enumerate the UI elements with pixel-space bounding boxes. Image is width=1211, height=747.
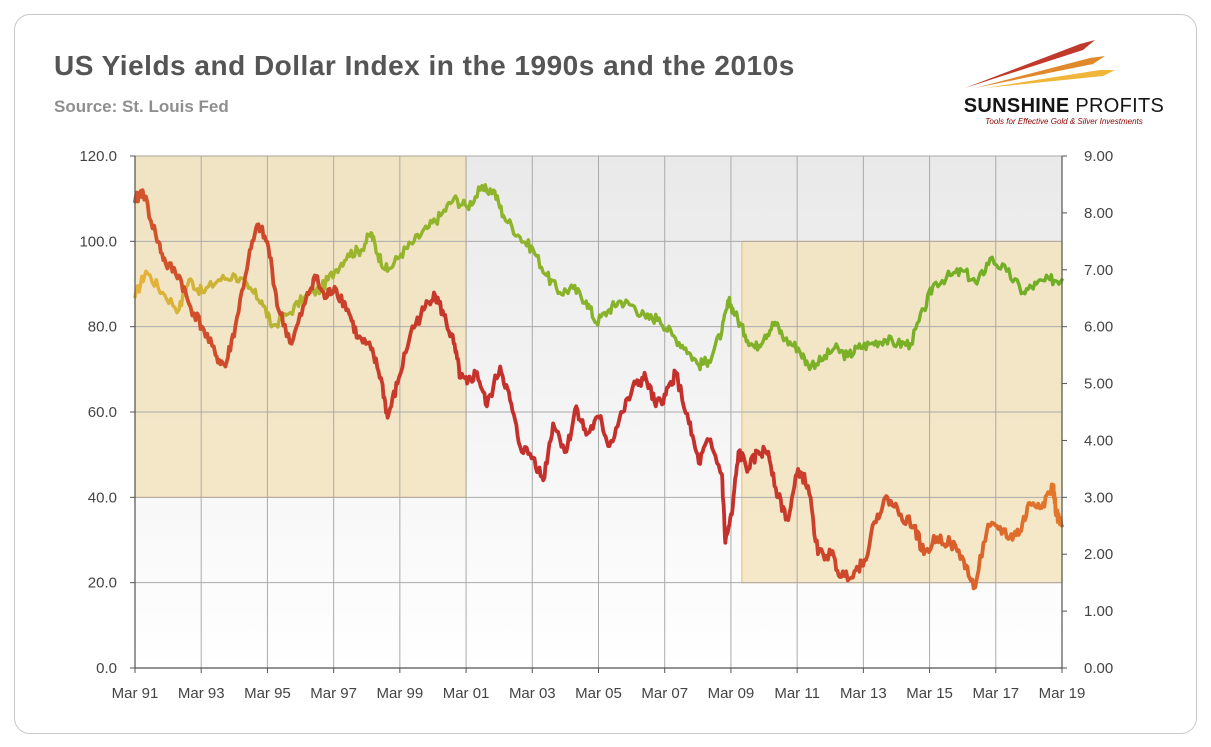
us-yields-line — [133, 188, 1064, 591]
left-axis-tick-label: 60.0 — [88, 404, 117, 421]
right-axis-tick-label: 0.00 — [1084, 660, 1113, 677]
right-axis-tick-label: 2.00 — [1084, 546, 1113, 563]
x-axis-tick-label: Mar 11 — [774, 685, 820, 702]
right-axis-tick-label: 1.00 — [1084, 603, 1113, 620]
x-axis-tick-label: Mar 95 — [244, 685, 291, 702]
left-axis-tick-label: 80.0 — [88, 319, 117, 336]
chart-subtitle: Source: St. Louis Fed — [54, 97, 229, 116]
right-axis-tick-label: 4.00 — [1084, 432, 1113, 449]
left-axis-tick-label: 0.0 — [96, 660, 117, 677]
x-axis-tick-label: Mar 15 — [906, 685, 953, 702]
left-axis-tick-label: 120.0 — [79, 148, 117, 165]
logo-name-regular: PROFITS — [1069, 95, 1165, 117]
x-axis-tick-label: Mar 99 — [377, 685, 424, 702]
x-axis-tick-label: Mar 07 — [641, 685, 688, 702]
right-axis-tick-label: 7.00 — [1084, 262, 1113, 279]
logo-name-bold: SUNSHINE — [963, 95, 1070, 117]
x-axis-tick-label: Mar 97 — [310, 685, 357, 702]
x-axis-tick-label: Mar 01 — [443, 685, 490, 702]
x-axis-tick-label: Mar 13 — [840, 685, 887, 702]
logo-orange-ray — [975, 56, 1105, 88]
x-axis-tick-label: Mar 19 — [1039, 685, 1086, 702]
x-axis-tick-label: Mar 93 — [178, 685, 225, 702]
x-axis-tick-label: Mar 17 — [972, 685, 1019, 702]
logo-tagline: Tools for Effective Gold & Silver Invest… — [985, 117, 1143, 126]
right-axis-tick-label: 9.00 — [1084, 148, 1113, 165]
left-axis-tick-label: 40.0 — [88, 489, 117, 506]
x-axis-tick-label: Mar 91 — [112, 685, 159, 702]
right-axis-tick-label: 8.00 — [1084, 205, 1113, 222]
x-axis-tick-label: Mar 05 — [575, 685, 622, 702]
x-axis-tick-label: Mar 03 — [509, 685, 556, 702]
logo-red-ray — [965, 40, 1095, 88]
chart-title: US Yields and Dollar Index in the 1990s … — [54, 50, 795, 81]
right-axis-tick-label: 3.00 — [1084, 489, 1113, 506]
logo-name: SUNSHINE PROFITS — [948, 95, 1180, 118]
logo-gold-ray — [985, 70, 1115, 88]
sunshine-profits-logo-icon — [965, 40, 1115, 88]
left-axis-tick-label: 100.0 — [79, 233, 117, 250]
right-axis-tick-label: 6.00 — [1084, 319, 1113, 336]
x-axis-tick-label: Mar 09 — [708, 685, 755, 702]
left-axis-tick-label: 20.0 — [88, 575, 117, 592]
right-axis-tick-label: 5.00 — [1084, 376, 1113, 393]
